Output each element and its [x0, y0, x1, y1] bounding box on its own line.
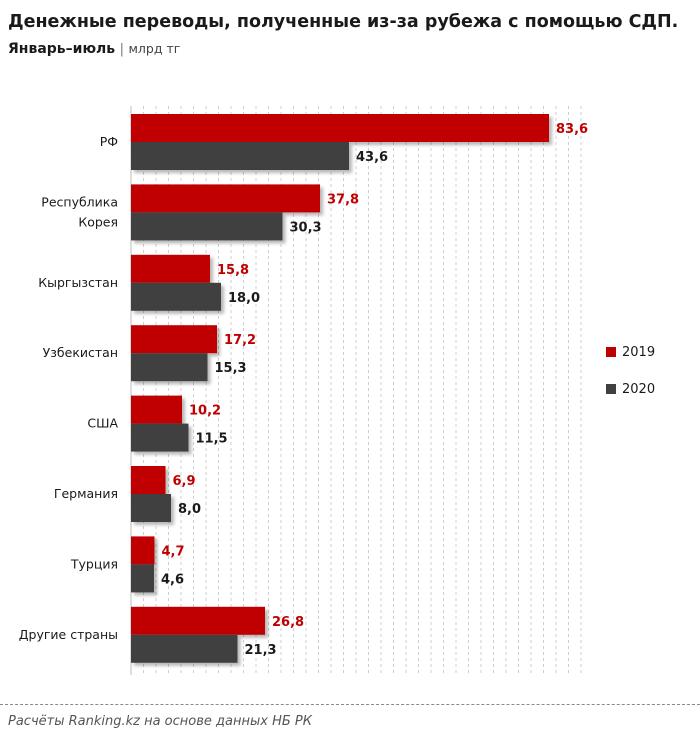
bar-2020	[131, 353, 208, 382]
category-label: Узбекистан	[43, 345, 118, 360]
legend-label-2019: 2019	[622, 345, 656, 360]
bar-2019	[131, 536, 155, 565]
data-label-2019: 83,6	[556, 122, 588, 137]
legend-item-2019: 2019	[606, 345, 655, 360]
gridlines	[143, 106, 582, 675]
bars	[131, 114, 549, 663]
bar-2019	[131, 114, 549, 142]
bar-2019	[131, 184, 320, 213]
data-label-2019: 4,7	[162, 544, 185, 559]
bar-2020	[131, 282, 221, 311]
bar-2020	[131, 634, 238, 663]
labels: РФ 83,6 43,6 Республика Корея 37,8 30,3 Кыргызс…	[19, 122, 588, 658]
category-label: США	[87, 416, 118, 431]
data-label-2019: 17,2	[224, 333, 256, 348]
bar-2020	[131, 423, 189, 452]
data-label-2019: 10,2	[189, 404, 221, 419]
legend-label-2020: 2020	[622, 382, 656, 397]
bar-2020	[131, 142, 349, 170]
category-label: Кыргызстан	[38, 275, 118, 290]
subtitle-period: Январь–июль	[8, 41, 116, 57]
data-label-2020: 18,0	[228, 291, 260, 306]
bar-2019	[131, 325, 217, 354]
subtitle-separator: |	[119, 42, 125, 57]
source-note: Расчёты Ranking.kz на основе данных НБ Р…	[8, 714, 312, 729]
category-label: Республика Корея	[41, 194, 118, 229]
data-label-2019: 6,9	[173, 474, 196, 489]
data-label-2020: 15,3	[215, 361, 247, 376]
bar-2019	[131, 606, 265, 635]
bar-chart: РФ 83,6 43,6 Республика Корея 37,8 30,3 Кыргызс…	[19, 106, 588, 675]
data-label-2019: 37,8	[327, 192, 359, 207]
category-label: Германия	[54, 486, 118, 501]
category-label: Турция	[70, 556, 118, 571]
data-label-2019: 15,8	[217, 263, 249, 278]
data-label-2020: 30,3	[290, 220, 322, 235]
bar-2019	[131, 254, 210, 283]
bar-2019	[131, 395, 182, 424]
category-label: РФ	[100, 134, 119, 149]
bar-2020	[131, 212, 283, 241]
data-label-2020: 8,0	[178, 502, 201, 517]
bar-2020	[131, 494, 171, 522]
legend-swatch-2019	[606, 346, 616, 357]
data-label-2020: 11,5	[196, 432, 228, 447]
subtitle-unit: млрд тг	[128, 41, 181, 56]
bar-2020	[131, 564, 154, 593]
data-label-2020: 43,6	[356, 150, 388, 165]
data-label-2019: 26,8	[272, 615, 304, 630]
footer-divider	[0, 704, 700, 705]
legend-swatch-2020	[606, 383, 616, 394]
legend-item-2020: 2020	[606, 382, 655, 397]
bar-2019	[131, 466, 166, 494]
category-label: Другие страны	[19, 627, 118, 642]
data-label-2020: 21,3	[245, 643, 277, 658]
data-label-2020: 4,6	[161, 572, 184, 587]
chart-title: Денежные переводы, полученные из-за рубе…	[8, 12, 679, 32]
chart-subtitle: Январь–июль | млрд тг	[8, 37, 180, 62]
